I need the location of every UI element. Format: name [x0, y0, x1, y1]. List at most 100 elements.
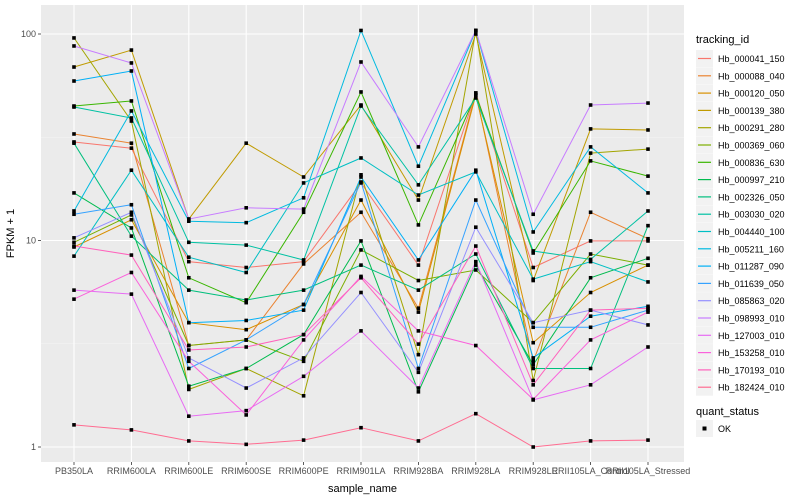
data-point — [646, 310, 650, 314]
data-point — [129, 213, 134, 217]
data-point — [129, 146, 134, 150]
data-point — [359, 248, 363, 252]
data-point — [359, 180, 363, 184]
legend-label: OK — [718, 424, 731, 434]
legend-item: Hb_170193_010 — [696, 361, 785, 379]
data-point — [301, 258, 306, 262]
legend-item: Hb_011639_050 — [696, 274, 784, 292]
data-point — [187, 414, 191, 418]
legend-item: Hb_000997_210 — [696, 171, 785, 189]
data-point — [301, 338, 306, 342]
data-point — [588, 210, 593, 215]
data-point — [72, 297, 76, 301]
data-point — [72, 244, 76, 248]
data-point — [531, 366, 535, 371]
data-point — [646, 280, 650, 284]
legend-label: Hb_000088_040 — [718, 71, 785, 81]
data-point — [244, 298, 248, 302]
data-point — [244, 338, 248, 342]
data-point — [187, 288, 191, 292]
data-point — [646, 191, 650, 195]
x-tick-label: RRIM901LA — [336, 466, 385, 476]
data-point — [588, 366, 593, 371]
data-point — [129, 234, 134, 238]
data-point — [72, 209, 76, 213]
data-point — [129, 168, 134, 172]
data-point — [646, 239, 650, 243]
data-point — [301, 288, 306, 292]
y-tick-label: 10 — [26, 236, 36, 246]
data-point — [416, 390, 421, 394]
data-point — [244, 220, 248, 225]
data-point — [588, 308, 593, 312]
data-point — [359, 425, 363, 430]
data-point — [187, 384, 191, 388]
legend-title-tracking-id: tracking_id — [696, 34, 749, 46]
data-point — [531, 320, 535, 325]
data-point — [187, 359, 191, 364]
data-point — [129, 61, 134, 65]
data-point — [359, 173, 363, 177]
data-point — [588, 314, 593, 318]
data-point — [72, 79, 76, 83]
data-point — [588, 439, 593, 443]
data-point — [588, 159, 593, 163]
data-point — [531, 359, 535, 364]
data-point — [646, 256, 650, 261]
data-point — [416, 288, 421, 292]
legend-label: Hb_000120_050 — [718, 89, 785, 99]
data-point — [416, 439, 421, 443]
x-tick-label: RRIM600LA — [107, 466, 156, 476]
legend-label: Hb_153258_010 — [718, 348, 785, 358]
data-point — [187, 217, 191, 221]
x-tick-label: RRIM600SE — [221, 466, 271, 476]
y-tick-label: 100 — [21, 29, 36, 39]
data-point — [416, 258, 421, 262]
legend-label: Hb_000291_280 — [718, 123, 785, 133]
data-point — [72, 240, 76, 245]
data-point — [72, 105, 76, 109]
legend-shape-item: OK — [696, 420, 731, 437]
data-point — [301, 356, 306, 360]
data-point — [531, 340, 535, 345]
legend-item: Hb_000291_280 — [696, 119, 785, 137]
data-point — [416, 223, 421, 227]
y-tick-label: 1 — [31, 442, 36, 452]
data-point — [531, 356, 535, 360]
data-point — [187, 366, 191, 371]
data-point — [646, 101, 650, 105]
data-point — [646, 223, 650, 228]
legend-item: Hb_098993_010 — [696, 309, 785, 327]
data-point — [359, 60, 363, 64]
data-point — [646, 174, 650, 178]
data-point — [474, 93, 478, 97]
legend-item: Hb_011287_090 — [696, 257, 784, 275]
legend-label: Hb_000139_380 — [718, 106, 785, 116]
data-point — [301, 393, 306, 398]
legend-label: Hb_000369_060 — [718, 141, 785, 151]
legend-item: Hb_085863_020 — [696, 292, 785, 310]
major-gridlines — [41, 5, 684, 462]
legend-label: Hb_182424_010 — [718, 383, 785, 393]
data-point — [474, 28, 478, 33]
data-point — [187, 219, 191, 224]
legend-label: Hb_170193_010 — [718, 365, 785, 375]
plot-panel — [41, 5, 684, 462]
legend-item: Hb_005211_160 — [696, 240, 784, 258]
legend-item: Hb_153258_010 — [696, 344, 785, 362]
x-tick-label: PB350LA — [55, 466, 93, 476]
data-point — [187, 387, 191, 392]
data-point — [588, 239, 593, 243]
legend-key-point — [702, 426, 707, 431]
legend-item: Hb_182424_010 — [696, 378, 785, 396]
data-point — [129, 210, 134, 215]
data-point — [187, 439, 191, 443]
data-point — [244, 366, 248, 371]
data-point — [244, 243, 248, 247]
data-point — [301, 181, 306, 185]
data-point — [301, 195, 306, 200]
data-point — [301, 175, 306, 179]
data-point — [646, 236, 650, 241]
data-point — [416, 306, 421, 311]
data-point — [531, 212, 535, 217]
